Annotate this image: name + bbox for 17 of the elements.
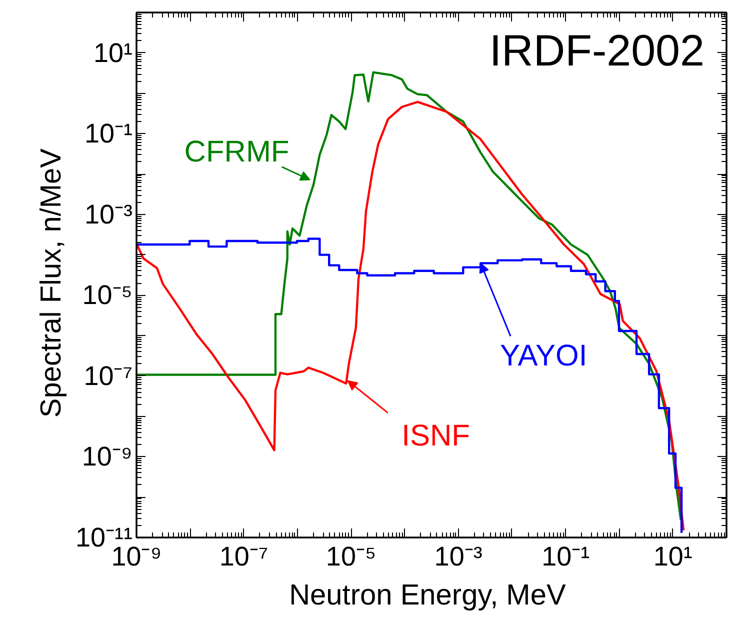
y-tick-label: 10⁻³ [84,199,133,230]
y-tick-label: 10⁻⁷ [84,360,133,391]
y-tick-label: 10¹ [93,38,133,68]
annotation: ISNF [402,419,470,452]
y-tick-label: 10⁻⁹ [82,442,133,472]
x-tick-label: 10⁻⁷ [219,542,268,572]
x-tick-label: 10⁻⁵ [326,542,376,572]
chart-title: IRDF-2002 [489,26,704,76]
x-axis-title: Neutron Energy, MeV [289,580,566,612]
annotation: YAYOI [500,340,588,373]
x-tick-label: 10⁻¹ [542,542,590,572]
annotation: CFRMF [184,135,290,168]
y-axis-title: Spectral Flux, n/MeV [35,148,68,418]
y-tick-label: 10⁻¹ [84,118,133,149]
x-tick-label: 10⁻³ [434,542,482,572]
y-tick-label: 10⁻⁵ [82,280,133,310]
x-tick-label: 10¹ [653,542,692,572]
